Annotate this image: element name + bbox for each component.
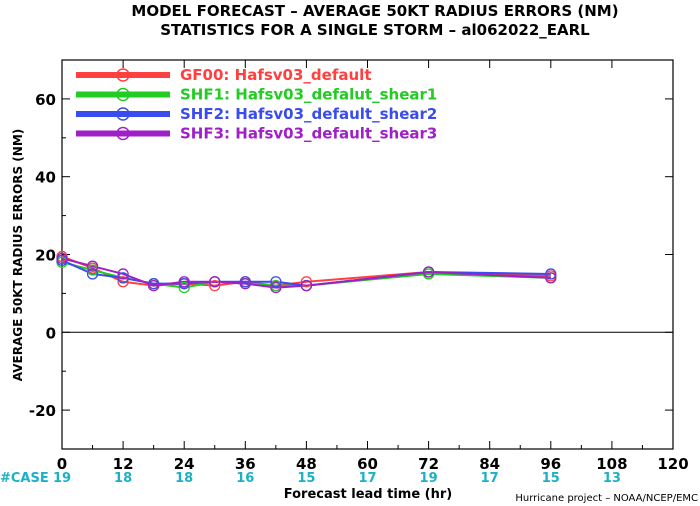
legend-marker <box>116 107 130 121</box>
legend: GF00: Hafsv03_default SHF1: Hafsv03_defal… <box>76 66 437 143</box>
case-label: #CASE <box>0 471 49 486</box>
series-point-0 <box>209 279 221 292</box>
x-tick-label: 72 <box>418 455 439 473</box>
series-point-3 <box>178 276 190 288</box>
x-tick-label: 36 <box>235 455 256 473</box>
x-ticks: 0 12 24 36 48 60 72 84 96 108 120 <box>57 60 689 473</box>
x-tick-label: 60 <box>357 455 378 473</box>
y-tick-label: -20 <box>29 402 56 420</box>
y-tick-label: 60 <box>35 91 56 109</box>
series-point-2 <box>117 272 129 284</box>
series-points <box>56 250 557 294</box>
case-count: 17 <box>358 471 376 486</box>
case-count: 15 <box>297 471 315 486</box>
legend-label: SHF2: Hafsv03_default_shear2 <box>180 105 437 123</box>
chart-title-line1: MODEL FORECAST – AVERAGE 50KT RADIUS ERR… <box>131 2 618 20</box>
series-point-0 <box>117 276 129 288</box>
series-point-3 <box>422 266 435 278</box>
chart-title-line2: STATISTICS FOR A SINGLE STORM – al062022… <box>160 21 590 39</box>
legend-marker <box>116 126 130 141</box>
series-point-2 <box>270 276 282 288</box>
series-point-0 <box>300 276 313 288</box>
series-point-3 <box>147 279 160 292</box>
series-point-1 <box>86 264 99 276</box>
x-tick-label: 108 <box>596 455 627 473</box>
y-tick-label: 40 <box>35 169 56 187</box>
case-count: 19 <box>53 471 71 486</box>
legend-label: SHF3: Hafsv03_default_shear3 <box>180 125 437 143</box>
series-point-2 <box>545 268 557 280</box>
credit: Hurricane project – NOAA/NCEP/EMC <box>515 493 698 504</box>
case-count: 18 <box>114 471 132 486</box>
x-tick-label: 12 <box>113 455 134 473</box>
legend-label: GF00: Hafsv03_default <box>180 66 371 84</box>
y-tick-label: 20 <box>35 247 56 265</box>
series-point-3 <box>117 268 129 280</box>
series-point-3 <box>209 276 221 288</box>
legend-marker <box>116 87 130 102</box>
x-tick-label: 120 <box>657 455 688 473</box>
series-point-1 <box>178 281 190 294</box>
series-point-3 <box>56 252 68 265</box>
case-count: 13 <box>603 471 621 486</box>
series-point-3 <box>239 278 251 290</box>
y-axis-label: AVERAGE 50KT RADIUS ERRORS (NM) <box>11 129 25 381</box>
x-tick-label: 24 <box>174 455 195 473</box>
case-counts: 19 18 18 16 15 17 19 17 15 13 <box>53 471 621 486</box>
case-count: 19 <box>420 471 438 486</box>
series-line-3 <box>61 257 551 289</box>
legend-label: SHF1: Hafsv03_defalut_shear1 <box>180 86 437 104</box>
y-ticks: -20 0 20 40 60 <box>29 91 673 420</box>
legend-marker <box>116 68 130 82</box>
x-tick-label: 48 <box>296 455 317 473</box>
x-tick-label: 96 <box>540 455 561 473</box>
x-tick-label: 0 <box>57 455 67 473</box>
case-count: 17 <box>481 471 499 486</box>
series-point-3 <box>86 260 99 272</box>
series-point-3 <box>300 279 313 292</box>
y-tick-label: 0 <box>46 324 56 342</box>
series-point-3 <box>270 281 282 294</box>
x-axis-label: Forecast lead time (hr) <box>284 487 452 502</box>
series-point-3 <box>545 272 557 284</box>
x-tick-label: 84 <box>479 455 500 473</box>
case-count: 15 <box>542 471 560 486</box>
case-count: 16 <box>236 471 254 486</box>
series-point-2 <box>86 268 99 280</box>
case-count: 18 <box>175 471 193 486</box>
series-lines <box>61 255 551 289</box>
